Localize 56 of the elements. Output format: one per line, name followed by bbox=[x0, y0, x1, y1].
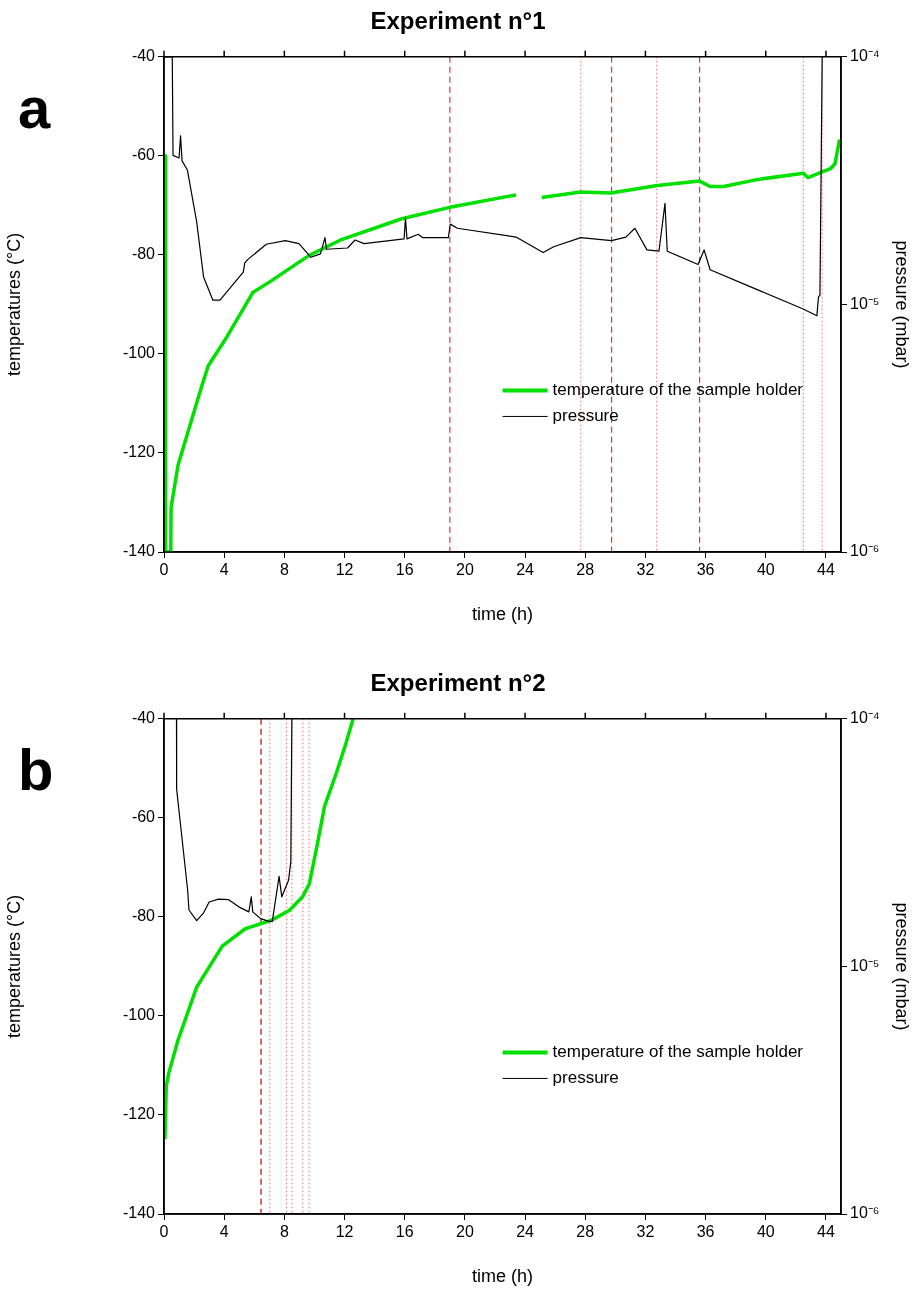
legend-label: temperature of the sample holder bbox=[552, 1042, 804, 1062]
x-tick-label: 32 bbox=[636, 561, 655, 579]
y-tick-label: -40 bbox=[131, 47, 156, 65]
y-tick-label: -80 bbox=[131, 907, 156, 925]
y-tick-label: -140 bbox=[122, 1204, 156, 1222]
x-tick-label: 40 bbox=[756, 1223, 775, 1241]
y-tick-label: -140 bbox=[122, 542, 156, 560]
x-tick-label: 0 bbox=[159, 1223, 169, 1241]
y2-tick-label: 10⁻⁵ bbox=[850, 956, 880, 974]
y-tick-label: -80 bbox=[131, 245, 156, 263]
x-axis-title: time (h) bbox=[471, 604, 534, 625]
y2-axis-title: pressure (mbar) bbox=[892, 902, 913, 1031]
legend-label: pressure bbox=[552, 1068, 619, 1088]
text: b bbox=[18, 737, 54, 802]
y2-tick-label: 10⁻⁵ bbox=[850, 294, 880, 312]
y-tick-label: -100 bbox=[122, 344, 156, 362]
chart-title: Experiment n°1 bbox=[370, 7, 546, 35]
y2-axis-title: pressure (mbar) bbox=[892, 240, 913, 369]
x-tick-label: 36 bbox=[696, 1223, 715, 1241]
y-tick-label: -100 bbox=[122, 1006, 156, 1024]
x-tick-label: 40 bbox=[756, 561, 775, 579]
y2-tick-label: 10⁻⁶ bbox=[850, 542, 880, 560]
chart-title: Experiment n°2 bbox=[370, 669, 546, 697]
y2-tick-label: 10⁻⁴ bbox=[850, 709, 880, 727]
x-tick-label: 12 bbox=[335, 1223, 354, 1241]
x-tick-label: 0 bbox=[159, 561, 169, 579]
y-tick-label: -40 bbox=[131, 709, 156, 727]
legend-label: pressure bbox=[552, 406, 619, 426]
x-tick-label: 4 bbox=[219, 1223, 229, 1241]
y-axis-title: temperatures (°C) bbox=[3, 232, 24, 377]
x-tick-label: 24 bbox=[516, 1223, 535, 1241]
x-tick-label: 28 bbox=[576, 561, 595, 579]
y-tick-label: -120 bbox=[122, 443, 156, 461]
x-tick-label: 12 bbox=[335, 561, 354, 579]
x-tick-label: 8 bbox=[279, 561, 289, 579]
text: a bbox=[18, 75, 51, 140]
y-tick-label: -60 bbox=[131, 808, 156, 826]
x-tick-label: 28 bbox=[576, 1223, 595, 1241]
y2-tick-label: 10⁻⁶ bbox=[850, 1204, 880, 1222]
y-axis-title: temperatures (°C) bbox=[3, 894, 24, 1039]
y2-tick-label: 10⁻⁴ bbox=[850, 47, 880, 65]
x-tick-label: 32 bbox=[636, 1223, 655, 1241]
x-tick-label: 8 bbox=[279, 1223, 289, 1241]
y-tick-label: -120 bbox=[122, 1105, 156, 1123]
x-tick-label: 4 bbox=[219, 561, 229, 579]
legend-label: temperature of the sample holder bbox=[552, 380, 804, 400]
x-tick-label: 16 bbox=[395, 1223, 414, 1241]
x-tick-label: 24 bbox=[516, 561, 535, 579]
x-tick-label: 36 bbox=[696, 561, 715, 579]
x-tick-label: 44 bbox=[817, 561, 835, 579]
x-axis-title: time (h) bbox=[471, 1266, 534, 1287]
x-tick-label: 20 bbox=[455, 561, 474, 579]
x-tick-label: 44 bbox=[817, 1223, 835, 1241]
x-tick-label: 16 bbox=[395, 561, 414, 579]
y-tick-label: -60 bbox=[131, 146, 156, 164]
x-tick-label: 20 bbox=[455, 1223, 474, 1241]
